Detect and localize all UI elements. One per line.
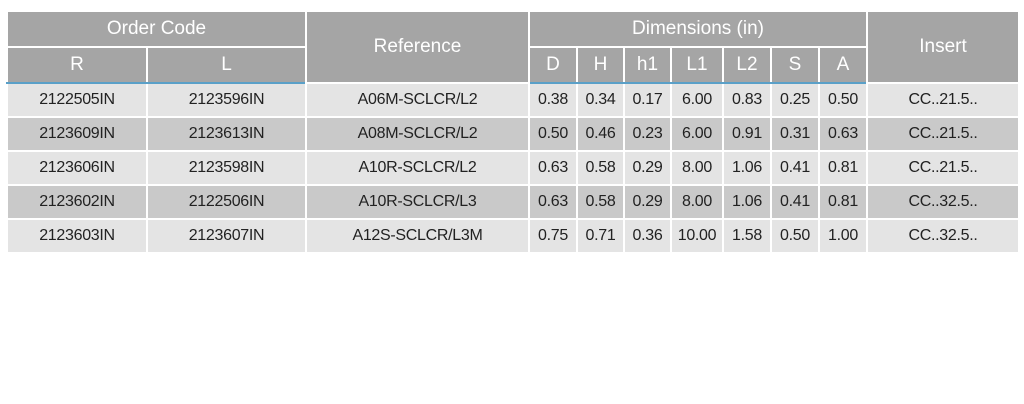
table-cell: 2123613IN xyxy=(146,116,307,152)
table-cell: 0.63 xyxy=(528,150,578,186)
table-cell: 0.50 xyxy=(770,218,820,254)
table-cell: A08M-SCLCR/L2 xyxy=(305,116,530,152)
table-cell: 0.63 xyxy=(528,184,578,220)
table-cell: 8.00 xyxy=(670,150,724,186)
table-cell: 2123602IN xyxy=(6,184,148,220)
table-cell: 0.58 xyxy=(576,150,625,186)
table-cell: 0.31 xyxy=(770,116,820,152)
table-cell: A10R-SCLCR/L2 xyxy=(305,150,530,186)
table-cell: A10R-SCLCR/L3 xyxy=(305,184,530,220)
table-cell: 0.58 xyxy=(576,184,625,220)
table-row: 2123609IN 2123613IN A08M-SCLCR/L2 0.50 0.46 0… xyxy=(6,116,1020,152)
subheader-cell: A xyxy=(818,46,868,84)
table-cell: CC..32.5.. xyxy=(866,218,1020,254)
table-cell: 1.00 xyxy=(818,218,868,254)
table-cell: 8.00 xyxy=(670,184,724,220)
table-cell: 0.17 xyxy=(623,82,672,118)
table-cell: A12S-SCLCR/L3M xyxy=(305,218,530,254)
table-cell: 2123607IN xyxy=(146,218,307,254)
table-body: 2122505IN 2123596IN A06M-SCLCR/L2 0.38 0.34 0… xyxy=(6,82,1020,254)
table-cell: 0.41 xyxy=(770,184,820,220)
table-cell: 0.50 xyxy=(818,82,868,118)
table-cell: 0.50 xyxy=(528,116,578,152)
table-cell: 0.91 xyxy=(722,116,772,152)
table-cell: CC..21.5.. xyxy=(866,150,1020,186)
table-cell: 6.00 xyxy=(670,116,724,152)
table-cell: 0.83 xyxy=(722,82,772,118)
table-cell: CC..21.5.. xyxy=(866,116,1020,152)
table-cell: 0.46 xyxy=(576,116,625,152)
table-cell: 2123596IN xyxy=(146,82,307,118)
table-cell: A06M-SCLCR/L2 xyxy=(305,82,530,118)
header-cell: Insert xyxy=(866,10,1020,84)
table-cell: 1.06 xyxy=(722,184,772,220)
table-cell: 2123606IN xyxy=(6,150,148,186)
table-cell: 0.29 xyxy=(623,150,672,186)
table-cell: 0.23 xyxy=(623,116,672,152)
table-cell: 0.81 xyxy=(818,184,868,220)
header-cell: Order Code xyxy=(6,10,307,48)
table-row: 2122505IN 2123596IN A06M-SCLCR/L2 0.38 0.34 0… xyxy=(6,82,1020,118)
subheader-cell: R xyxy=(6,46,148,84)
table-cell: CC..21.5.. xyxy=(866,82,1020,118)
table-cell: 0.25 xyxy=(770,82,820,118)
table-cell: 2123598IN xyxy=(146,150,307,186)
table-row: 2123603IN 2123607IN A12S-SCLCR/L3M 0.75 0.71… xyxy=(6,218,1020,254)
table-cell: 2122506IN xyxy=(146,184,307,220)
subheader-cell: L1 xyxy=(670,46,724,84)
header-row: Order Code Reference Dimensions (in) Ins… xyxy=(6,10,1020,84)
subheader-cell: L2 xyxy=(722,46,772,84)
table-cell: 0.81 xyxy=(818,150,868,186)
table-cell: 2123609IN xyxy=(6,116,148,152)
table-cell: 0.29 xyxy=(623,184,672,220)
header-cell: Reference xyxy=(305,10,530,84)
table-header: Order Code Reference Dimensions (in) Ins… xyxy=(6,10,1020,84)
table-cell: CC..32.5.. xyxy=(866,184,1020,220)
table-row: 2123602IN 2122506IN A10R-SCLCR/L3 0.63 0.58 0… xyxy=(6,184,1020,220)
subheader-cell: S xyxy=(770,46,820,84)
subheader-cell: L xyxy=(146,46,307,84)
table-cell: 10.00 xyxy=(670,218,724,254)
table-cell: 0.75 xyxy=(528,218,578,254)
subheader-cell: H xyxy=(576,46,625,84)
table-cell: 1.58 xyxy=(722,218,772,254)
subheader-cell: h1 xyxy=(623,46,672,84)
spec-table: Order Code Reference Dimensions (in) Ins… xyxy=(6,10,1020,254)
table-cell: 2123603IN xyxy=(6,218,148,254)
table-cell: 0.34 xyxy=(576,82,625,118)
table-cell: 0.38 xyxy=(528,82,578,118)
table-cell: 0.36 xyxy=(623,218,672,254)
table-cell: 2122505IN xyxy=(6,82,148,118)
table-cell: 6.00 xyxy=(670,82,724,118)
table-cell: 0.71 xyxy=(576,218,625,254)
table-cell: 1.06 xyxy=(722,150,772,186)
table-row: 2123606IN 2123598IN A10R-SCLCR/L2 0.63 0.58 0… xyxy=(6,150,1020,186)
table-cell: 0.41 xyxy=(770,150,820,186)
subheader-cell: D xyxy=(528,46,578,84)
table-cell: 0.63 xyxy=(818,116,868,152)
header-cell: Dimensions (in) xyxy=(528,10,868,48)
